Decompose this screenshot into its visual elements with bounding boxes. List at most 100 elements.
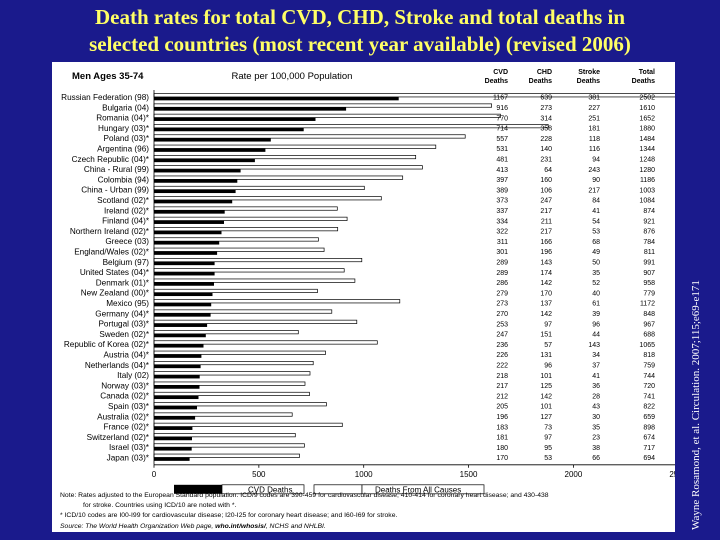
table-cell: 125	[540, 383, 552, 390]
table-cell: 301	[496, 249, 508, 256]
country-label: Mexico (95)	[106, 299, 149, 308]
table-cell: 41	[592, 373, 600, 380]
table-cell: 222	[496, 362, 508, 369]
table-cell: 116	[589, 146, 600, 153]
table-cell: 322	[496, 229, 508, 236]
country-label: Argentina (96)	[97, 144, 149, 153]
bar-cvd-deaths	[154, 189, 236, 194]
bar-cvd-deaths	[154, 457, 190, 461]
bar-total-deaths	[153, 443, 305, 448]
bar-total-deaths	[153, 165, 423, 170]
table-cell: 64	[544, 167, 552, 174]
table-cell: 66	[592, 455, 600, 462]
country-label: New Zealand (00)*	[81, 289, 150, 298]
country-label: Canada (02)*	[100, 392, 150, 401]
country-label: Scotland (02)*	[97, 196, 150, 205]
table-cell: 714	[496, 126, 508, 133]
bar-cvd-deaths	[154, 230, 222, 235]
table-cell: 1484	[639, 136, 655, 143]
bar-total-deaths	[153, 227, 339, 232]
table-cell: 639	[540, 95, 552, 102]
legend-box-total	[361, 484, 485, 495]
legend-label-cvd: CVD Deaths	[248, 485, 292, 494]
table-cell: 50	[592, 259, 600, 266]
table-cell: 43	[592, 404, 600, 411]
table-cell: 311	[497, 239, 508, 246]
table-cell: 876	[643, 229, 655, 236]
table-cell: 143	[588, 342, 600, 349]
table-cell: 95	[544, 445, 552, 452]
table-cell: 174	[540, 270, 552, 277]
bar-total-deaths	[153, 412, 293, 417]
bar-cvd-deaths	[154, 323, 208, 327]
table-cell: 1167	[493, 95, 508, 102]
table-cell: 131	[540, 352, 552, 359]
table-cell: 717	[643, 445, 655, 452]
table-cell: 289	[496, 270, 508, 277]
table-cell: 253	[496, 321, 508, 328]
country-label: Portugal (03)*	[98, 320, 149, 329]
table-cell: 381	[588, 95, 600, 102]
table-cell: 967	[643, 321, 655, 328]
table-cell: 53	[544, 455, 552, 462]
bar-total-deaths	[153, 103, 492, 108]
country-label: Switzerland (02)*	[87, 433, 150, 442]
legend-box-cvd	[221, 484, 305, 495]
table-cell: 140	[540, 146, 552, 153]
table-cell: 921	[643, 218, 655, 225]
table-cell: 1280	[639, 167, 655, 174]
bar-total-deaths	[153, 113, 501, 118]
bar-total-deaths	[153, 309, 333, 314]
table-cell: 811	[644, 249, 655, 256]
bar-total-deaths	[153, 371, 311, 376]
bar-cvd-deaths	[154, 436, 192, 441]
country-label: Russian Federation (98)	[61, 93, 149, 102]
table-cell: 142	[540, 393, 552, 400]
bar-total-deaths	[153, 299, 401, 304]
table-cell: 397	[496, 177, 508, 184]
table-cell: 30	[592, 414, 600, 421]
country-label: Japan (03)*	[107, 453, 150, 462]
table-cell: 217	[496, 383, 508, 390]
bar-total-deaths	[153, 361, 314, 366]
country-label: Finland (04)*	[102, 217, 150, 226]
table-cell: 251	[588, 115, 600, 122]
table-cell: 247	[540, 198, 552, 205]
table-cell: 180	[496, 445, 508, 452]
country-labels: Russian Federation (98)Bulgaria (04) Roma…	[61, 93, 150, 463]
table-cell: 226	[496, 352, 508, 359]
table-cell: 236	[496, 342, 508, 349]
table-cell: 770	[496, 115, 508, 122]
table-cell: 84	[592, 198, 600, 205]
country-label: Ireland (02)*	[104, 206, 150, 215]
table-cell: 68	[592, 239, 600, 246]
bar-total-deaths	[153, 175, 404, 180]
bar-cvd-deaths	[154, 158, 255, 163]
table-cell: 1344	[639, 146, 655, 153]
table-cell: 40	[592, 290, 600, 297]
column-header: Stroke	[578, 69, 600, 76]
table-cell: 181	[496, 435, 508, 442]
bar-total-deaths	[153, 381, 306, 386]
bar-total-deaths	[153, 154, 417, 160]
table-cell: 334	[496, 218, 508, 225]
bar-cvd-deaths	[154, 354, 202, 358]
country-label: Northern Ireland (02)*	[70, 227, 150, 236]
table-cell: 314	[540, 115, 552, 122]
country-label: Colombia (94)	[98, 175, 150, 184]
table-cell: 90	[592, 177, 600, 184]
table-cell: 101	[540, 404, 552, 411]
title-line-1: Death rates for total CVD, CHD, Stroke a…	[94, 5, 626, 29]
table-cell: 52	[592, 280, 600, 287]
table-cell: 1003	[639, 187, 655, 194]
bar-cvd-deaths	[154, 364, 201, 369]
table-cell: 183	[496, 424, 508, 431]
table-cell: 54	[592, 218, 600, 225]
column-header: CVD	[493, 69, 508, 76]
table-cell: 779	[643, 290, 655, 297]
bar-cvd-deaths	[154, 385, 200, 389]
bar-cvd-deaths	[154, 302, 212, 307]
table-cell: 96	[544, 362, 552, 369]
bar-chart: Men Ages 35-74 Rate per 100,000 Populati…	[60, 69, 720, 530]
table-cell: 741	[643, 393, 655, 400]
